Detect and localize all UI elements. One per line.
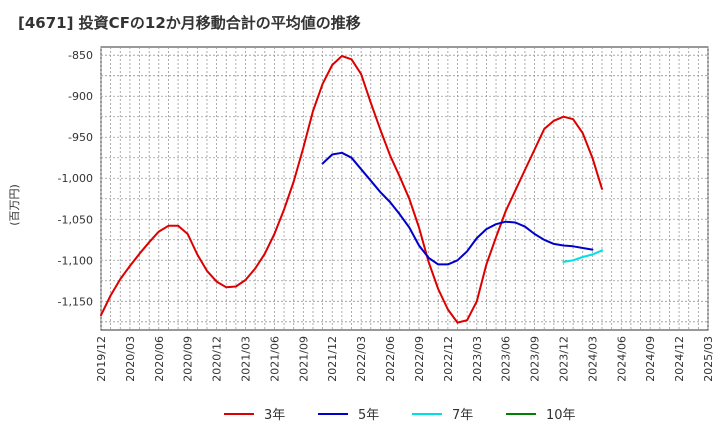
x-tick-label: 2023/12 [557,336,570,382]
x-tick-label: 2024/03 [586,336,599,382]
x-tick-label: 2022/03 [355,336,368,382]
series-line-1 [321,151,594,266]
y-tick-label: -850 [68,49,93,62]
x-tick-label: 2023/03 [471,336,484,382]
legend-label-0: 3年 [264,408,285,423]
x-tick-label: 2024/09 [644,336,657,382]
x-tick-label: 2024/06 [615,336,628,382]
series-line-0 [100,55,603,324]
y-tick-label: -1,000 [58,172,93,185]
x-tick-label: 2022/09 [413,336,426,382]
y-tick-label: -900 [68,90,93,103]
legend-label-1: 5年 [358,408,379,423]
chart-title: [4671] 投資CFの12か月移動合計の平均値の推移 [18,14,361,32]
x-tick-label: 2025/03 [702,336,715,382]
x-tick-label: 2021/12 [326,336,339,382]
y-tick-label: -1,150 [58,295,93,308]
x-tick-label: 2021/03 [240,336,253,382]
series-line-2 [562,249,603,263]
x-tick-label: 2020/09 [182,336,195,382]
x-tick-label: 2019/12 [95,336,108,382]
y-tick-label: -1,050 [58,213,93,226]
x-tick-label: 2023/06 [500,336,513,382]
legend: 3年 5年 7年 10年 [224,408,576,423]
x-tick-label: 2022/12 [442,336,455,382]
x-tick-label: 2023/09 [529,336,542,382]
y-tick-label: -950 [68,131,93,144]
x-tick-label: 2021/09 [297,336,310,382]
y-tick-label: -1,100 [58,254,93,267]
x-tick-label: 2022/06 [384,336,397,382]
grid [100,47,709,330]
y-axis-label: (百万円) [8,184,21,226]
x-tick-label: 2024/12 [673,336,686,382]
x-tick-label: 2020/03 [124,336,137,382]
series-lines [100,55,603,324]
x-tick-label: 2021/06 [268,336,281,382]
y-axis: -850 -900 -950 -1,000 -1,050 -1,100 -1,150 [58,49,93,308]
legend-label-2: 7年 [452,408,473,423]
x-tick-label: 2020/12 [211,336,224,382]
legend-label-3: 10年 [546,408,576,423]
x-tick-label: 2020/06 [153,336,166,382]
x-axis: 2019/12 2020/03 2020/06 2020/09 2020/12 2021/… [95,336,715,382]
